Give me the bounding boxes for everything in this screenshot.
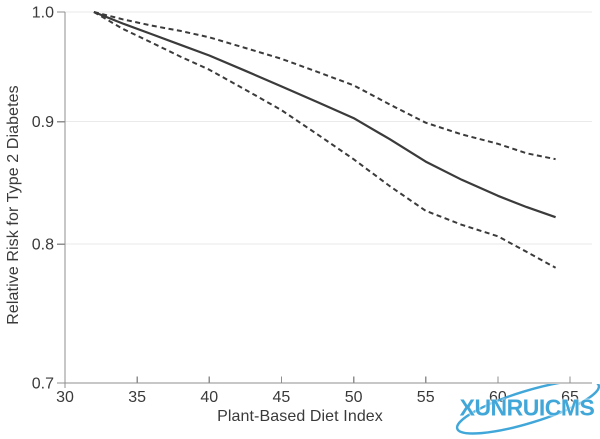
series-ci-upper-line [93,11,556,161]
x-tick-label: 40 [200,389,218,406]
y-axis-title: Relative Risk for Type 2 Diabetes [5,85,22,325]
y-tick-label: 0.8 [32,237,54,254]
x-tick-label: 35 [128,389,146,406]
x-tick-label: 50 [345,389,363,406]
x-tick-label: 65 [561,389,579,406]
x-axis-title: Plant-Based Diet Index [217,408,383,425]
x-tick-label: 55 [417,389,435,406]
y-tick-label: 0.9 [32,114,54,131]
series-ci-lower-line [93,11,557,269]
x-tick-label: 30 [56,389,74,406]
y-tick-label: 1.0 [32,5,54,22]
x-tick-label: 60 [489,389,507,406]
x-tick-label: 45 [273,389,291,406]
series-central-line [93,10,556,219]
y-tick-label: 0.7 [32,376,54,393]
